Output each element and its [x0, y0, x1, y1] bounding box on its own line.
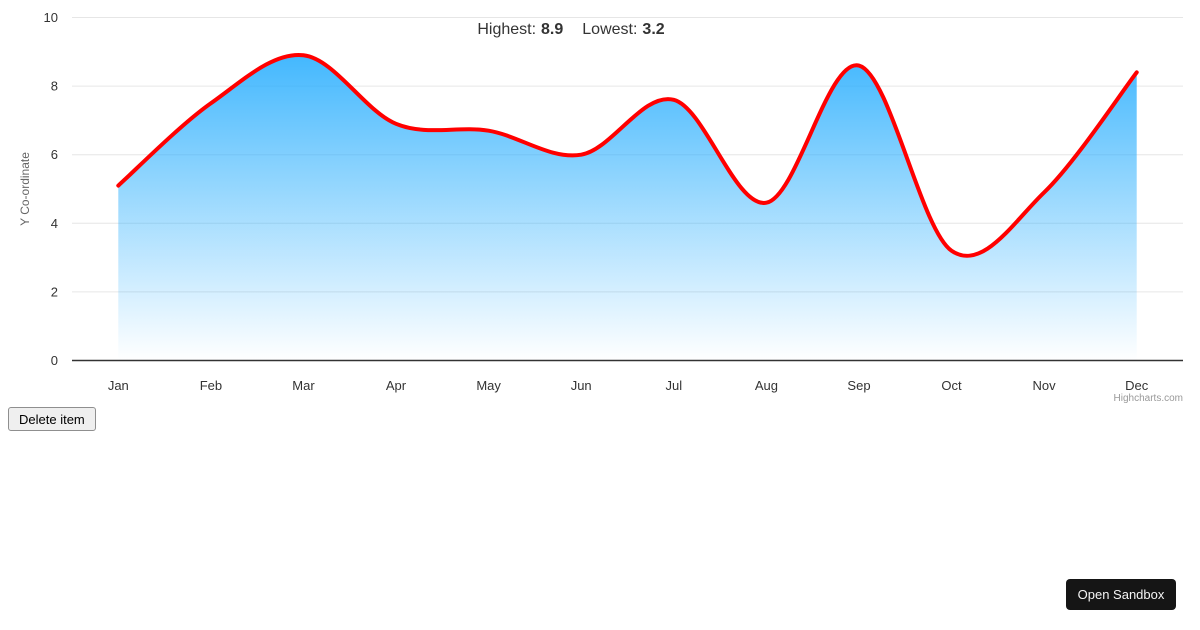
y-axis-label: 0 — [51, 353, 58, 368]
y-axis-label: 2 — [51, 284, 58, 299]
x-axis-label: Dec — [1125, 378, 1149, 393]
x-axis-label: Nov — [1033, 378, 1057, 393]
delete-item-button[interactable]: Delete item — [8, 407, 96, 431]
chart-plot-area: 0 2 4 6 8 10 Jan Feb Mar Apr May Jun Jul Aug Sep Oct Nov… — [44, 10, 1183, 393]
chart-title-highest-value: 8.9 — [541, 21, 564, 38]
y-axis-label: 4 — [51, 216, 58, 231]
x-axis-label: Sep — [847, 378, 870, 393]
highcharts-credit-link[interactable]: Highcharts.com — [1113, 393, 1183, 404]
y-axis-label: 6 — [51, 147, 58, 162]
x-axis-label: Jul — [665, 378, 682, 393]
x-axis-label: May — [476, 378, 501, 393]
chart-title-lowest-value: 3.2 — [642, 21, 665, 38]
y-axis-label: 10 — [44, 10, 58, 25]
highcharts-container: Highest: 8.9 Lowest: 3.2 Y Co-ordinate 0 2 4 6… — [18, 10, 1183, 404]
x-axis-label: Aug — [755, 378, 778, 393]
open-sandbox-button[interactable]: Open Sandbox — [1066, 579, 1176, 610]
x-axis-label: Mar — [292, 378, 315, 393]
x-axis-label: Feb — [200, 378, 222, 393]
x-axis-label: Apr — [386, 378, 407, 393]
x-axis-label: Jun — [571, 378, 592, 393]
spline-series-line[interactable] — [116, 53, 1139, 258]
y-axis-title: Y Co-ordinate — [18, 152, 32, 226]
chart-title-highest-label: Highest: — [477, 21, 537, 38]
area-series-fill[interactable] — [118, 54, 1137, 361]
chart-title-lowest-label: Lowest: — [582, 21, 638, 38]
x-axis-label: Jan — [108, 378, 129, 393]
chart-title: Highest: 8.9 Lowest: 3.2 — [477, 21, 664, 39]
y-axis-label: 8 — [51, 79, 58, 94]
x-axis-label: Oct — [941, 378, 962, 393]
